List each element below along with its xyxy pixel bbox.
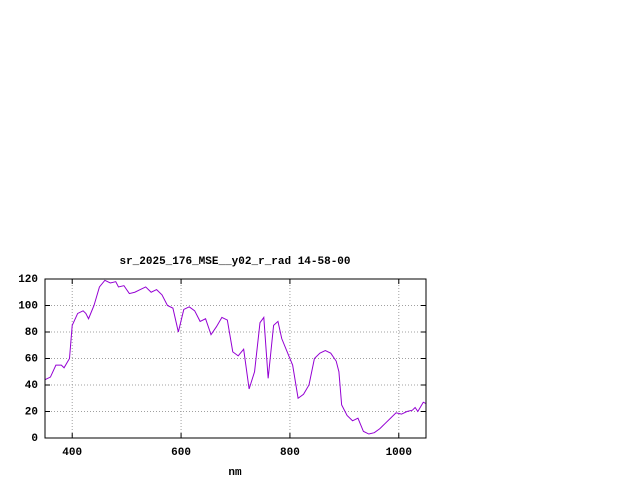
x-tick-label: 1000 bbox=[386, 447, 412, 459]
y-tick-label: 100 bbox=[18, 300, 38, 312]
plot-border bbox=[44, 278, 427, 439]
y-tick-label: 40 bbox=[25, 380, 38, 392]
x-axis-label: nm bbox=[228, 467, 242, 479]
y-tick-label: 80 bbox=[25, 327, 38, 339]
data-line bbox=[44, 279, 427, 435]
x-tick-label: 800 bbox=[280, 447, 300, 459]
y-tick-label: 120 bbox=[18, 274, 38, 286]
y-tick-label: 0 bbox=[31, 433, 38, 445]
y-tick-label: 20 bbox=[25, 406, 38, 418]
y-tick-label: 60 bbox=[25, 353, 38, 365]
chart-title: sr_2025_176_MSE__y02_r_rad 14-58-00 bbox=[119, 256, 350, 268]
x-tick-label: 400 bbox=[62, 447, 82, 459]
x-tick-label: 600 bbox=[171, 447, 191, 459]
